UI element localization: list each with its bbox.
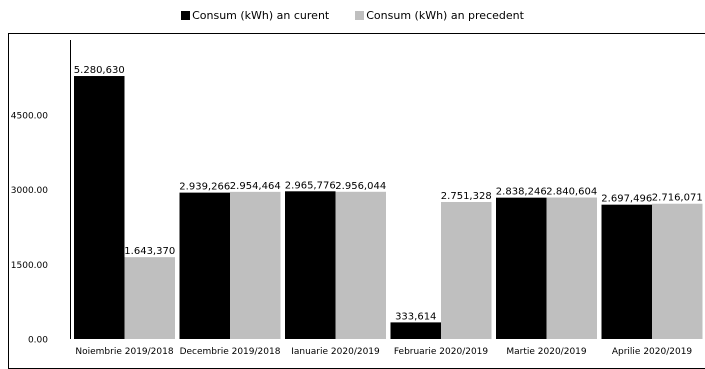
data-label: 2.956,044 — [335, 181, 386, 192]
data-label: 2.840,604 — [546, 187, 597, 198]
data-label: 2.939,266 — [179, 182, 230, 193]
y-tick-label: 1500.00 — [11, 261, 48, 271]
legend-entry-previous: Consum (kWh) an precedent — [355, 9, 524, 22]
bar-current — [601, 204, 652, 339]
y-tick-label: 0.00 — [28, 336, 48, 346]
legend-label-previous: Consum (kWh) an precedent — [366, 9, 524, 22]
bar-current — [285, 191, 336, 339]
data-label: 1.643,370 — [124, 246, 175, 257]
bar-current — [390, 322, 441, 339]
data-label: 2.965,776 — [285, 180, 336, 191]
x-tick-label: Noiembrie 2019/2018 — [75, 347, 173, 357]
bar-current — [74, 76, 125, 339]
bar-previous — [441, 201, 492, 339]
bar-current — [179, 192, 230, 339]
x-tick-label: Decembrie 2019/2018 — [180, 347, 281, 357]
legend-entry-current: Consum (kWh) an curent — [181, 9, 329, 22]
x-tick-label: Ianuarie 2020/2019 — [291, 347, 380, 357]
x-tick-label: Februarie 2020/2019 — [394, 347, 489, 357]
data-label: 2.838,246 — [496, 187, 547, 198]
bar-current — [496, 197, 547, 339]
data-label: 2.716,071 — [652, 193, 703, 204]
x-tick-label: Aprilie 2020/2019 — [612, 347, 693, 357]
bar-previous — [652, 203, 703, 339]
data-label: 5.280,630 — [74, 65, 125, 76]
data-label: 2.751,328 — [441, 191, 492, 202]
data-label: 2.954,464 — [230, 181, 281, 192]
legend: Consum (kWh) an curent Consum (kWh) an p… — [0, 9, 705, 22]
legend-label-current: Consum (kWh) an curent — [192, 9, 330, 22]
data-label: 333,614 — [395, 311, 436, 322]
bar-previous — [230, 191, 281, 339]
y-tick-label: 3000.00 — [11, 186, 48, 196]
legend-swatch-previous — [355, 11, 365, 20]
data-label: 2.697,496 — [601, 194, 652, 205]
x-tick-label: Martie 2020/2019 — [506, 347, 587, 357]
bar-previous — [335, 191, 386, 339]
bar-previous — [124, 257, 175, 339]
y-tick-label: 4500.00 — [11, 111, 48, 121]
bar-previous — [546, 197, 597, 339]
legend-swatch-current — [181, 11, 191, 20]
